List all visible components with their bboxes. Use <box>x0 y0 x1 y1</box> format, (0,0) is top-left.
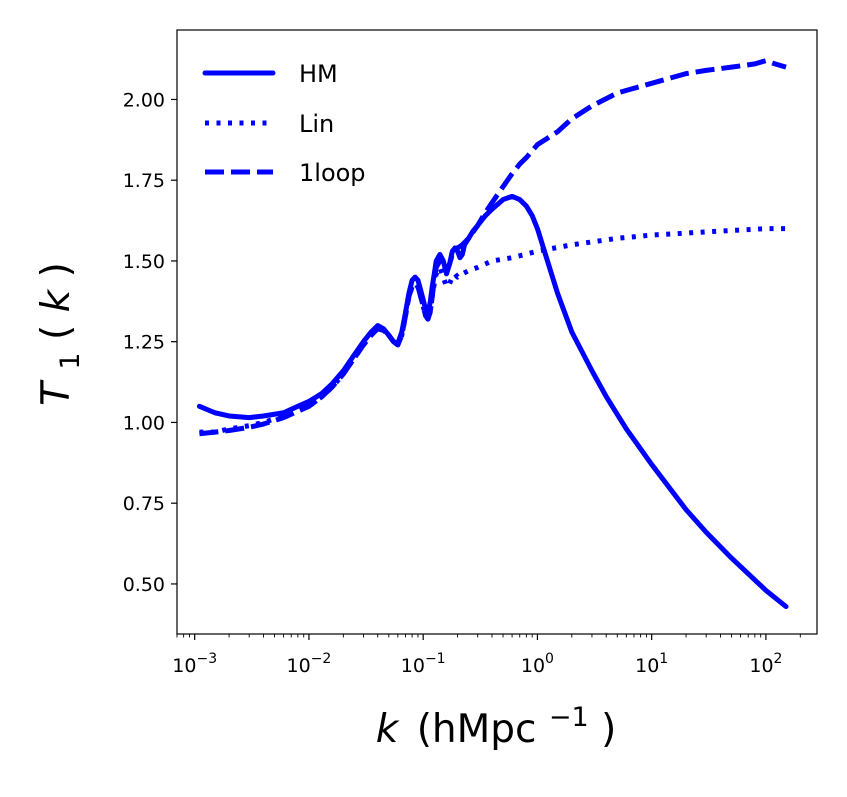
x-tick-label-exponent: 0 <box>545 651 554 667</box>
x-tick-label: 100 <box>521 651 554 677</box>
y-axis-paren-close: ) <box>34 262 79 277</box>
y-tick-label: 1.00 <box>123 412 165 434</box>
x-tick-label-base: 10 <box>287 655 311 677</box>
x-tick-label-base: 10 <box>521 655 545 677</box>
y-tick-label: 2.00 <box>123 89 165 111</box>
y-axis-paren-open: ( <box>34 325 79 340</box>
x-axis-unit: (hMpc <box>417 707 537 752</box>
y-tick-label: 1.25 <box>123 332 165 354</box>
x-axis-var: k <box>376 707 400 752</box>
x-tick-label-exponent: 2 <box>774 651 783 667</box>
x-tick-label-exponent: 1 <box>659 651 668 667</box>
x-tick-label-base: 10 <box>401 655 425 677</box>
series-line-1loop <box>199 58 787 437</box>
legend-label-1loop: 1loop <box>299 159 366 187</box>
y-axis-title: T 1 ( k ) <box>34 262 89 406</box>
y-tick-label: 0.75 <box>123 493 165 515</box>
y-axis-subscript: 1 <box>55 352 86 369</box>
x-tick-label-exponent: −2 <box>311 651 332 667</box>
x-axis: 10−3 10−2 10−1 100 101 102 <box>172 634 801 677</box>
x-tick-label-base: 10 <box>635 655 659 677</box>
x-tick-label: 101 <box>635 651 668 677</box>
legend-label-lin: Lin <box>299 110 334 138</box>
y-axis: 0.50 0.75 1.00 1.25 1.50 1.75 2.00 <box>123 89 177 596</box>
x-tick-label-base: 10 <box>749 655 773 677</box>
x-tick-label: 10−2 <box>287 651 332 677</box>
x-tick-label-exponent: −1 <box>425 651 446 667</box>
y-axis-var: T <box>34 379 79 406</box>
x-tick-label: 102 <box>749 651 782 677</box>
y-axis-arg: k <box>34 288 79 312</box>
legend: HM Lin 1loop <box>202 60 366 187</box>
plot-frame <box>176 29 818 635</box>
y-tick-label: 1.75 <box>123 170 165 192</box>
x-tick-label-base: 10 <box>172 655 196 677</box>
x-tick-label-exponent: −3 <box>196 651 217 667</box>
x-tick-label: 10−3 <box>172 651 217 677</box>
x-axis-title: k (hMpc −1 ) <box>376 691 617 752</box>
series-layer <box>196 58 789 610</box>
x-axis-unit-close: ) <box>601 707 616 752</box>
legend-label-hm: HM <box>299 60 338 88</box>
y-tick-label: 0.50 <box>123 574 165 596</box>
y-tick-label: 1.50 <box>123 251 165 273</box>
x-axis-unit-exponent: −1 <box>549 702 589 733</box>
x-tick-label: 10−1 <box>401 651 446 677</box>
